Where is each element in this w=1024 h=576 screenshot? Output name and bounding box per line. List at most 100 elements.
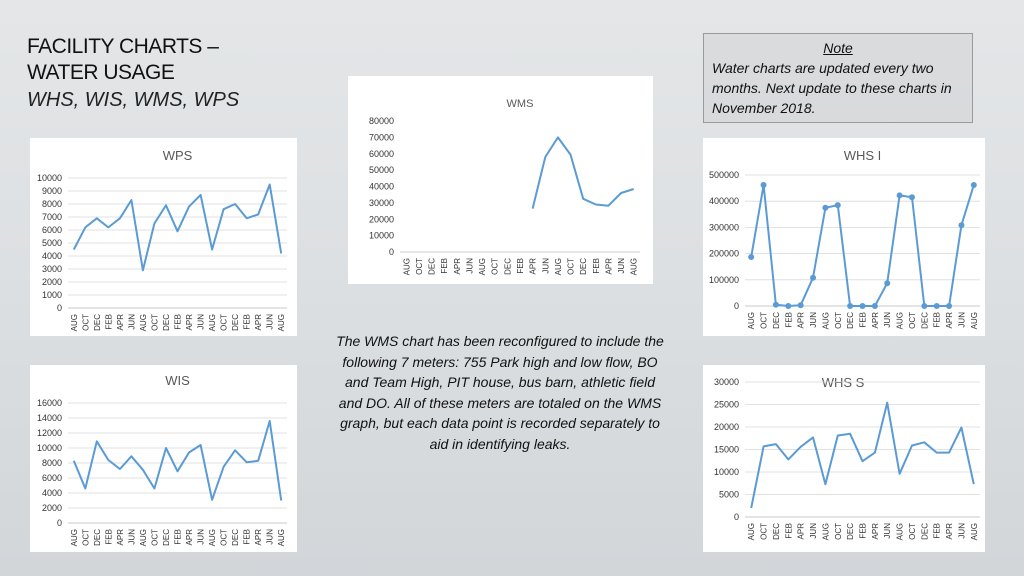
x-tick-label: JUN (883, 312, 892, 328)
x-tick-label: DEC (846, 523, 855, 540)
x-tick-label: OCT (834, 312, 843, 329)
x-tick-label: APR (871, 523, 880, 540)
x-tick-label: APR (116, 314, 125, 331)
y-tick-label: 0 (57, 518, 62, 528)
series-line (531, 136, 635, 209)
x-tick-label: AUG (821, 312, 830, 329)
chart-title: WHS I (844, 148, 882, 163)
y-tick-label: 20000 (714, 422, 739, 432)
x-tick-label: FEB (174, 314, 183, 330)
x-tick-label: AUG (139, 529, 148, 546)
x-tick-label: AUG (896, 523, 905, 540)
x-tick-label: AUG (70, 314, 79, 331)
x-tick-label: OCT (908, 312, 917, 329)
x-tick-label: APR (185, 529, 194, 546)
x-tick-label: OCT (150, 529, 159, 546)
chart-title: WHS S (822, 375, 865, 390)
series-line (750, 184, 975, 307)
x-tick-label: OCT (81, 314, 90, 331)
x-tick-label: JUN (266, 314, 275, 330)
x-tick-label: AUG (208, 314, 217, 331)
x-tick-label: APR (797, 312, 806, 329)
chart-panel-whsi: WHS I 0 100000 200000 300000 400000 500000 AUG O… (703, 138, 985, 336)
x-tick-label: FEB (933, 523, 942, 539)
x-tick-label: DEC (772, 312, 781, 329)
y-tick-label: 7000 (42, 212, 62, 222)
x-tick-label: APR (604, 258, 613, 275)
x-tick-label: DEC (93, 529, 102, 546)
x-tick-label: DEC (579, 258, 588, 275)
x-tick-label: AUG (821, 523, 830, 540)
x-tick-label: OCT (760, 523, 769, 540)
y-tick-label: 40000 (369, 182, 394, 192)
series-line (72, 183, 283, 272)
y-tick-label: 0 (57, 303, 62, 313)
x-tick-label: FEB (784, 312, 793, 328)
x-tick-label: AUG (277, 529, 286, 546)
x-tick-label: DEC (920, 312, 929, 329)
data-point (748, 254, 755, 261)
x-tick-label: AUG (970, 523, 979, 540)
x-tick-label: DEC (231, 529, 240, 546)
x-tick-label: DEC (503, 258, 512, 275)
page-header: FACILITY CHARTS – WATER USAGE WHS, WIS, … (27, 34, 327, 114)
y-tick-label: 25000 (714, 400, 739, 410)
y-tick-label: 70000 (369, 132, 394, 142)
series-line (72, 420, 283, 501)
y-tick-label: 12000 (37, 428, 62, 438)
y-tick-label: 8000 (42, 199, 62, 209)
x-tick-label: AUG (896, 312, 905, 329)
y-tick-label: 5000 (719, 490, 739, 500)
series-line (750, 401, 975, 509)
y-tick-label: 6000 (42, 225, 62, 235)
chart-panel-wms: WMS 0 10000 20000 30000 40000 50000 60000 70000 8… (348, 76, 653, 284)
y-tick-label: 0 (389, 247, 394, 257)
x-tick-label: APR (254, 314, 263, 331)
note-heading: Note (823, 40, 853, 56)
data-point (871, 303, 878, 309)
x-tick-label: AUG (747, 312, 756, 329)
x-tick-label: FEB (243, 529, 252, 545)
x-tick-label: DEC (920, 523, 929, 540)
x-tick-label: JUN (809, 312, 818, 328)
x-tick-label: OCT (220, 314, 229, 331)
x-tick-label: OCT (150, 314, 159, 331)
y-tick-label: 8000 (42, 458, 62, 468)
x-tick-label: FEB (784, 523, 793, 539)
data-point (933, 303, 940, 309)
x-tick-label: FEB (933, 312, 942, 328)
y-tick-label: 16000 (37, 398, 62, 408)
x-tick-label: DEC (162, 529, 171, 546)
chart-title: WPS (163, 148, 193, 163)
y-tick-label: 50000 (369, 165, 394, 175)
note-text: Water charts are updated every two month… (712, 60, 952, 116)
data-point (772, 301, 779, 308)
y-tick-label: 1000 (42, 290, 62, 300)
x-tick-label: JUN (883, 523, 892, 539)
x-tick-label: APR (116, 529, 125, 546)
x-tick-label: OCT (908, 523, 917, 540)
x-tick-label: JUN (617, 258, 626, 274)
x-tick-label: FEB (104, 314, 113, 330)
x-tick-label: OCT (81, 529, 90, 546)
x-tick-label: OCT (760, 312, 769, 329)
x-tick-label: AUG (208, 529, 217, 546)
y-tick-label: 2000 (42, 277, 62, 287)
x-tick-label: APR (945, 523, 954, 540)
data-point (896, 192, 903, 199)
y-tick-label: 80000 (369, 116, 394, 126)
data-point (822, 204, 829, 211)
y-tick-label: 100000 (709, 275, 739, 285)
data-point (797, 302, 804, 309)
update-note: Note Water charts are updated every two … (703, 33, 973, 123)
x-tick-label: APR (529, 258, 538, 275)
x-tick-label: JUN (127, 314, 136, 330)
y-tick-label: 60000 (369, 149, 394, 159)
chart-title: WIS (165, 373, 190, 388)
y-tick-label: 5000 (42, 238, 62, 248)
x-tick-label: APR (453, 258, 462, 275)
data-point (921, 303, 928, 309)
x-tick-label: FEB (243, 314, 252, 330)
